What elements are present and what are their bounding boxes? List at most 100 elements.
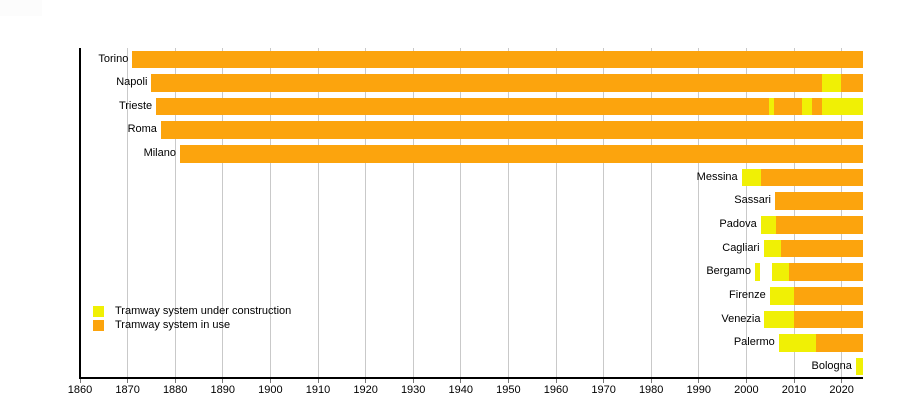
city-label-bergamo: Bergamo <box>706 265 751 278</box>
x-tick-1860 <box>79 379 81 383</box>
bar-bergamo-under_construction <box>772 263 789 281</box>
city-label-palermo: Palermo <box>733 336 775 349</box>
bar-bergamo-in_use <box>788 263 863 281</box>
bar-cagliari-under_construction <box>763 239 781 258</box>
bar-napoli-in_use <box>840 74 863 92</box>
gridline-2010 <box>793 48 795 377</box>
bar-trieste-under_construction <box>801 97 813 116</box>
city-label-padova: Padova <box>719 218 757 231</box>
bar-trieste-in_use <box>156 97 769 116</box>
city-label-venezia: Venezia <box>721 312 761 325</box>
x-tick-label-2010: 2010 <box>781 384 807 396</box>
x-tick-label-1940: 1940 <box>448 384 474 396</box>
x-tick-1980 <box>650 379 652 383</box>
bar-venezia-under_construction <box>764 310 794 329</box>
city-label-milano: Milano <box>143 147 176 160</box>
bar-palermo-under_construction <box>778 334 817 352</box>
legend-item-under_construction: Tramway system under construction <box>93 306 291 317</box>
bar-torino-in_use <box>132 50 864 68</box>
legend-swatch-in_use <box>93 320 104 331</box>
bar-trieste-in_use <box>812 97 822 116</box>
legend-item-in_use: Tramway system in use <box>93 320 291 331</box>
city-label-roma: Roma <box>127 123 157 136</box>
x-tick-label-2000: 2000 <box>734 384 759 396</box>
legend-label-in_use: Tramway system in use <box>115 319 231 331</box>
x-tick-label-1870: 1870 <box>115 384 140 396</box>
bar-cagliari-in_use <box>780 239 864 258</box>
bar-firenze-in_use <box>794 287 864 305</box>
bar-napoli-in_use <box>151 74 822 92</box>
gridline-1940 <box>460 48 462 377</box>
x-tick-2010 <box>793 379 795 383</box>
legend-swatch-under_construction <box>93 306 104 317</box>
x-tick-label-1930: 1930 <box>400 384 426 396</box>
bar-palermo-in_use <box>816 334 863 352</box>
gridline-1990 <box>698 48 700 377</box>
x-tick-1950 <box>507 379 509 383</box>
x-tick-label-2020: 2020 <box>829 384 854 396</box>
bar-padova-under_construction <box>760 216 776 234</box>
x-tick-label-1900: 1900 <box>258 384 283 396</box>
x-tick-1970 <box>603 379 605 383</box>
city-label-sassari: Sassari <box>734 194 771 207</box>
gridline-1910 <box>317 48 319 377</box>
x-tick-label-1860: 1860 <box>67 384 93 396</box>
gridline-1870 <box>127 48 129 377</box>
bar-venezia-in_use <box>794 310 864 329</box>
x-tick-1910 <box>317 379 319 383</box>
x-tick-2020 <box>841 379 843 383</box>
x-tick-1990 <box>698 379 700 383</box>
x-tick-label-1980: 1980 <box>638 384 664 396</box>
x-tick-1930 <box>412 379 414 383</box>
x-tick-1900 <box>269 379 271 383</box>
bar-trieste-under_construction <box>821 97 863 116</box>
x-tick-label-1970: 1970 <box>591 384 616 396</box>
gridline-2020 <box>841 48 843 377</box>
gridline-1980 <box>650 48 652 377</box>
x-tick-label-1920: 1920 <box>353 384 378 396</box>
gridline-1880 <box>174 48 176 377</box>
city-label-bologna: Bologna <box>811 359 852 372</box>
x-tick-label-1910: 1910 <box>305 384 331 396</box>
x-tick-1870 <box>127 379 129 383</box>
x-tick-1920 <box>365 379 367 383</box>
bar-roma-in_use <box>160 121 863 139</box>
x-tick-label-1990: 1990 <box>686 384 712 396</box>
x-tick-1880 <box>174 379 176 383</box>
city-label-cagliari: Cagliari <box>722 241 760 254</box>
bar-firenze-under_construction <box>769 287 794 305</box>
bar-bergamo-under_construction <box>754 263 760 281</box>
city-label-messina: Messina <box>696 170 738 183</box>
bar-bologna-under_construction <box>855 357 863 376</box>
city-label-firenze: Firenze <box>729 289 766 301</box>
bar-sassari-in_use <box>774 192 863 210</box>
gridline-1970 <box>603 48 605 377</box>
x-tick-2000 <box>745 379 747 383</box>
bar-trieste-under_construction <box>768 97 774 116</box>
x-tick-1890 <box>222 379 224 383</box>
bar-messina-in_use <box>760 168 863 187</box>
gridline-2000 <box>745 48 747 377</box>
legend-label-under_construction: Tramway system under construction <box>115 305 292 317</box>
bar-milano-in_use <box>179 145 863 163</box>
gridline-1950 <box>507 48 509 377</box>
gridline-1890 <box>222 48 224 377</box>
legend: Tramway system under construction Tramway… <box>93 306 291 334</box>
x-tick-1960 <box>555 379 557 383</box>
gridline-1960 <box>555 48 557 377</box>
y-axis-line <box>78 48 81 379</box>
bar-messina-under_construction <box>741 168 761 187</box>
background-corner-artifact <box>0 0 42 16</box>
bar-trieste-in_use <box>774 97 802 116</box>
x-tick-label-1880: 1880 <box>162 384 188 396</box>
x-tick-1940 <box>460 379 462 383</box>
bar-padova-in_use <box>775 216 863 234</box>
gridline-1900 <box>269 48 271 377</box>
x-axis-line <box>78 377 863 379</box>
gridline-1920 <box>365 48 367 377</box>
city-label-napoli: Napoli <box>116 76 148 89</box>
x-tick-label-1950: 1950 <box>496 384 521 396</box>
x-tick-label-1960: 1960 <box>543 384 569 396</box>
city-label-torino: Torino <box>98 52 129 65</box>
